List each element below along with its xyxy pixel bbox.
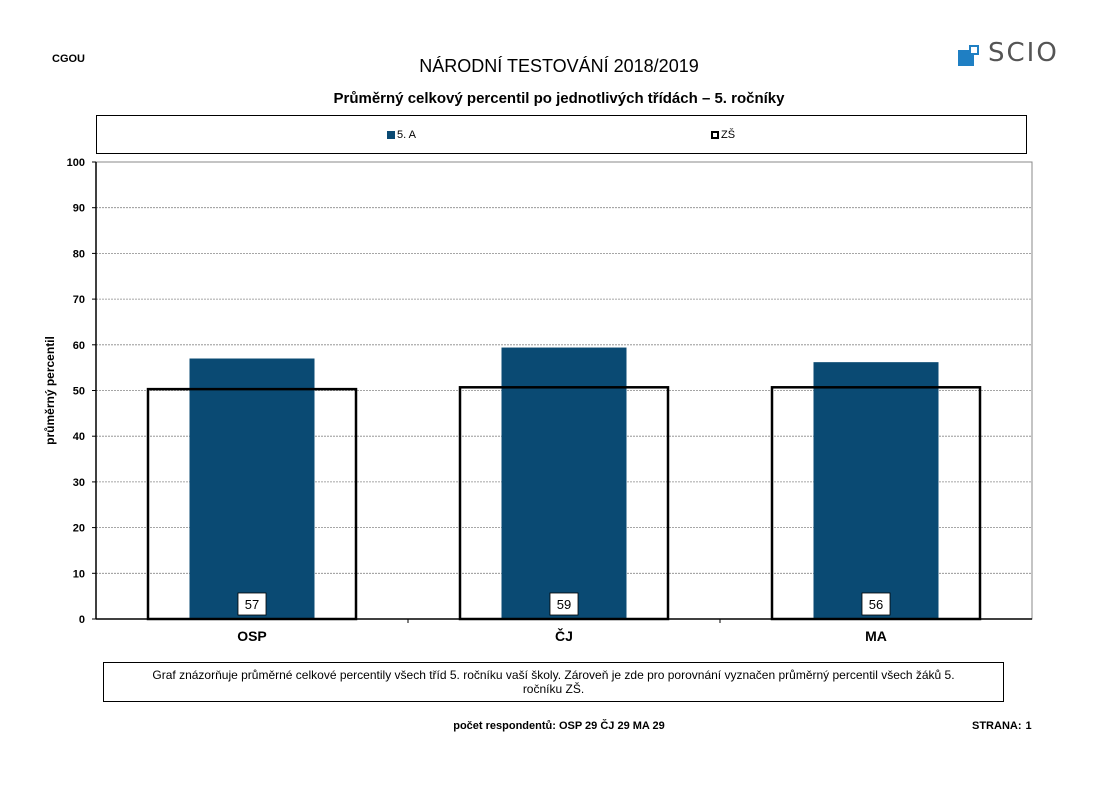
school-code: CGOU bbox=[52, 53, 85, 65]
page-title: NÁRODNÍ TESTOVÁNÍ 2018/2019 bbox=[419, 56, 699, 76]
legend-label-school: ZŠ bbox=[721, 129, 736, 141]
y-tick-label: 50 bbox=[73, 386, 85, 398]
legend-item-school: ZŠ bbox=[711, 129, 735, 141]
data-label: 57 bbox=[245, 597, 259, 612]
y-tick-label: 30 bbox=[73, 477, 85, 489]
page-label: STRANA: bbox=[972, 720, 1022, 732]
y-tick-label: 40 bbox=[73, 431, 85, 443]
y-tick-label: 70 bbox=[73, 294, 85, 306]
y-tick-label: 0 bbox=[79, 614, 85, 626]
scio-logo: SCIO bbox=[956, 38, 1059, 72]
legend-swatch-school bbox=[711, 131, 719, 139]
data-label-box bbox=[861, 592, 891, 616]
bar-chart: 0 10 20 30 40 50 60 70 80 90 100 průměrný percentil… bbox=[43, 157, 1033, 644]
y-tick-label: 80 bbox=[73, 248, 85, 260]
page-number: STRANA: 1 bbox=[968, 720, 1032, 732]
x-tick-label: MA bbox=[865, 628, 887, 644]
bar-school-1 bbox=[458, 386, 670, 621]
legend-label-class: 5. A bbox=[397, 129, 416, 141]
bar-class-1 bbox=[501, 347, 627, 619]
y-tick-label: 10 bbox=[73, 568, 85, 580]
data-label: 56 bbox=[869, 597, 883, 612]
y-tick-label: 90 bbox=[73, 203, 85, 215]
legend-item-class: 5. A bbox=[387, 129, 416, 141]
page-value: 1 bbox=[1025, 720, 1032, 732]
y-tick-label: 20 bbox=[73, 523, 85, 535]
legend-swatch-class bbox=[387, 131, 395, 139]
y-tick-label: 60 bbox=[73, 340, 85, 352]
y-axis-label: průměrný percentil bbox=[43, 336, 57, 445]
data-label-box bbox=[237, 592, 267, 616]
logo-mark-icon bbox=[958, 45, 979, 66]
chart-legend: 5. A ZŠ bbox=[96, 115, 1027, 154]
chart-subtitle: Průměrný celkový percentil po jednotlivý… bbox=[333, 90, 785, 107]
logo-text: SCIO bbox=[988, 38, 1059, 68]
y-tick-label: 100 bbox=[67, 157, 85, 169]
x-tick-label: OSP bbox=[237, 628, 267, 644]
bar-school-2 bbox=[770, 386, 982, 621]
bar-class-2 bbox=[813, 362, 939, 619]
respondents-count: počet respondentů: OSP 29 ČJ 29 MA 29 bbox=[453, 720, 665, 732]
chart-note: Graf znázorňuje průměrné celkové percent… bbox=[103, 662, 1004, 702]
data-label: 59 bbox=[557, 597, 571, 612]
data-label-box bbox=[549, 592, 579, 616]
bar-school-0 bbox=[146, 387, 358, 621]
x-tick-label: ČJ bbox=[555, 627, 573, 644]
bar-class-0 bbox=[189, 358, 315, 619]
